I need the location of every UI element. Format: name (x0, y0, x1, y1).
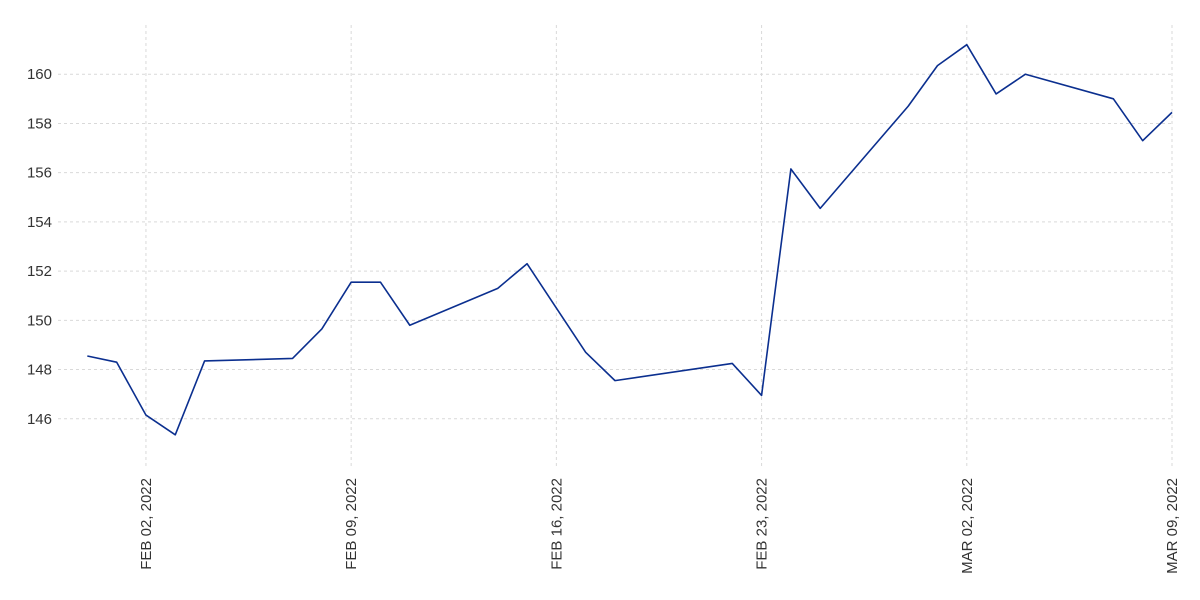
data-point (966, 44, 968, 46)
data-point (585, 352, 587, 354)
y-tick-label: 152 (27, 263, 52, 280)
y-axis-tick-labels: 146 148 150 152 154 156 158 160 (27, 66, 52, 428)
data-point (321, 328, 323, 330)
data-point (790, 168, 792, 170)
x-tick-label: FEB 02, 2022 (138, 478, 155, 570)
data-point (174, 434, 176, 436)
data-point (1025, 73, 1027, 75)
data-point (907, 105, 909, 107)
x-tick-label: MAR 09, 2022 (1164, 478, 1181, 574)
x-tick-label: FEB 09, 2022 (343, 478, 360, 570)
y-tick-label: 158 (27, 115, 52, 132)
x-tick-label: FEB 16, 2022 (548, 478, 565, 570)
x-axis-tick-labels: FEB 02, 2022 FEB 09, 2022 FEB 16, 2022 FEB … (138, 478, 1181, 574)
y-tick-label: 156 (27, 165, 52, 182)
series-group (87, 43, 1173, 436)
data-point (380, 281, 382, 283)
data-point (937, 65, 939, 67)
data-point (731, 363, 733, 365)
x-gridlines (145, 25, 1173, 468)
data-point (1171, 112, 1173, 114)
y-tick-label: 160 (27, 66, 52, 83)
y-tick-label: 148 (27, 362, 52, 379)
y-tick-label: 146 (27, 411, 52, 428)
data-point (292, 358, 294, 360)
x-tick-label: MAR 02, 2022 (959, 478, 976, 574)
data-point (761, 395, 763, 397)
data-point (497, 288, 499, 290)
data-point (526, 263, 528, 265)
series-line (87, 43, 1173, 436)
y-gridlines (58, 73, 1172, 420)
y-tick-label: 154 (27, 214, 52, 231)
data-point (819, 208, 821, 210)
data-point (350, 281, 352, 283)
data-point (1113, 98, 1115, 100)
data-point (556, 307, 558, 309)
data-point (116, 361, 118, 363)
data-point (204, 360, 206, 362)
y-tick-label: 150 (27, 312, 52, 329)
data-point (145, 414, 147, 416)
data-point (614, 380, 616, 382)
data-point (409, 324, 411, 326)
data-point (995, 93, 997, 95)
data-point (87, 355, 89, 357)
x-tick-label: FEB 23, 2022 (754, 478, 771, 570)
data-point (1142, 140, 1144, 142)
